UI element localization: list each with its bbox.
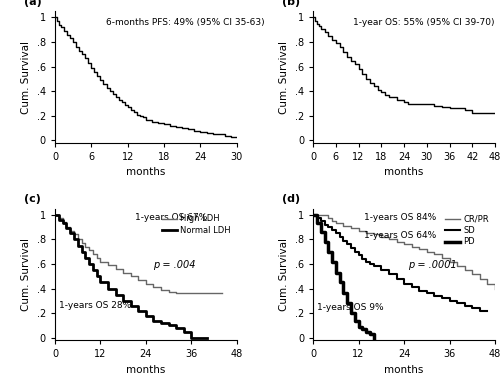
Normal LDH bbox=[188, 335, 194, 340]
PD bbox=[348, 311, 354, 315]
Text: 6-months PFS: 49% (95% CI 35-63): 6-months PFS: 49% (95% CI 35-63) bbox=[106, 18, 264, 27]
PD bbox=[314, 221, 320, 226]
PD bbox=[326, 249, 332, 254]
SD bbox=[310, 212, 316, 217]
PD bbox=[344, 291, 350, 296]
CR/PR bbox=[340, 221, 346, 226]
High LDH bbox=[98, 259, 103, 264]
SD bbox=[484, 308, 490, 313]
CR/PR bbox=[363, 231, 369, 235]
CR/PR bbox=[329, 219, 335, 223]
CR/PR bbox=[322, 212, 328, 217]
PD bbox=[322, 230, 328, 234]
Line: CR/PR: CR/PR bbox=[313, 215, 495, 288]
Y-axis label: Cum. Survival: Cum. Survival bbox=[280, 238, 289, 311]
Text: p = .0001: p = .0001 bbox=[408, 260, 457, 270]
PD bbox=[344, 301, 350, 305]
High LDH bbox=[150, 285, 156, 290]
Text: 1-years OS 67%: 1-years OS 67% bbox=[135, 212, 208, 222]
SD bbox=[348, 242, 354, 246]
Legend: CR/PR, SD, PD: CR/PR, SD, PD bbox=[444, 213, 491, 248]
PD bbox=[329, 259, 335, 264]
Normal LDH bbox=[204, 335, 210, 340]
Y-axis label: Cum. Survival: Cum. Survival bbox=[280, 40, 289, 114]
Normal LDH bbox=[78, 249, 84, 254]
High LDH bbox=[158, 285, 164, 290]
SD bbox=[344, 239, 350, 243]
Normal LDH bbox=[181, 329, 187, 334]
PD bbox=[348, 301, 354, 305]
PD bbox=[333, 259, 339, 264]
PD bbox=[367, 332, 373, 336]
SD bbox=[367, 259, 373, 264]
Line: SD: SD bbox=[313, 215, 488, 311]
Text: p = .004: p = .004 bbox=[153, 260, 196, 270]
PD bbox=[371, 332, 377, 336]
CR/PR bbox=[470, 271, 476, 276]
PD bbox=[363, 327, 369, 332]
High LDH bbox=[60, 216, 66, 221]
PD bbox=[310, 212, 316, 217]
Legend: High LDH, Normal LDH: High LDH, Normal LDH bbox=[160, 213, 232, 237]
PD bbox=[322, 240, 328, 244]
Text: 1-year OS: 55% (95% CI 39-70): 1-year OS: 55% (95% CI 39-70) bbox=[353, 18, 494, 27]
PD bbox=[329, 249, 335, 254]
PD bbox=[333, 270, 339, 275]
Normal LDH bbox=[128, 299, 134, 303]
Normal LDH bbox=[158, 321, 164, 325]
High LDH bbox=[173, 291, 179, 296]
PD bbox=[356, 318, 362, 323]
High LDH bbox=[82, 241, 88, 245]
Text: 1-years OS 28%: 1-years OS 28% bbox=[58, 301, 131, 310]
Line: High LDH: High LDH bbox=[55, 215, 222, 293]
Text: (d): (d) bbox=[282, 194, 300, 204]
X-axis label: months: months bbox=[126, 365, 166, 375]
Line: Normal LDH: Normal LDH bbox=[55, 215, 206, 338]
PD bbox=[352, 311, 358, 315]
PD bbox=[367, 329, 373, 334]
PD bbox=[336, 270, 342, 275]
PD bbox=[356, 324, 362, 329]
Text: (c): (c) bbox=[24, 194, 41, 204]
X-axis label: months: months bbox=[126, 167, 166, 177]
Normal LDH bbox=[136, 304, 141, 308]
PD bbox=[326, 240, 332, 244]
High LDH bbox=[218, 291, 224, 296]
PD bbox=[360, 324, 366, 329]
High LDH bbox=[56, 216, 62, 221]
PD bbox=[340, 280, 346, 285]
Text: (b): (b) bbox=[282, 0, 300, 7]
Text: 1-years OS 9%: 1-years OS 9% bbox=[317, 304, 384, 312]
SD bbox=[371, 262, 377, 266]
SD bbox=[484, 308, 490, 313]
PD bbox=[340, 291, 346, 296]
CR/PR bbox=[492, 281, 498, 286]
X-axis label: months: months bbox=[384, 167, 424, 177]
PD bbox=[360, 327, 366, 332]
X-axis label: months: months bbox=[384, 365, 424, 375]
CR/PR bbox=[310, 212, 316, 217]
Text: 1-years OS 64%: 1-years OS 64% bbox=[364, 231, 436, 240]
PD bbox=[318, 230, 324, 234]
Line: PD: PD bbox=[313, 215, 374, 338]
High LDH bbox=[52, 212, 58, 217]
Text: 1-years OS 84%: 1-years OS 84% bbox=[364, 212, 436, 222]
Y-axis label: Cum. Survival: Cum. Survival bbox=[21, 238, 31, 311]
PD bbox=[352, 318, 358, 323]
PD bbox=[314, 212, 320, 217]
PD bbox=[371, 335, 377, 340]
SD bbox=[477, 308, 483, 313]
Y-axis label: Cum. Survival: Cum. Survival bbox=[21, 40, 31, 114]
PD bbox=[318, 221, 324, 226]
PD bbox=[363, 329, 369, 334]
Text: (a): (a) bbox=[24, 0, 42, 7]
Normal LDH bbox=[52, 212, 58, 217]
CR/PR bbox=[492, 286, 498, 291]
PD bbox=[336, 280, 342, 285]
Normal LDH bbox=[120, 299, 126, 303]
SD bbox=[416, 285, 422, 290]
